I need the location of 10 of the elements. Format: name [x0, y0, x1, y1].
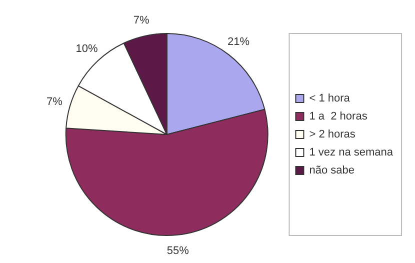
legend-label: < 1 hora	[309, 92, 351, 105]
data-label: 21%	[228, 36, 250, 48]
data-label: 10%	[76, 43, 98, 56]
data-label: 55%	[166, 245, 190, 258]
legend-label: > 2 horas	[309, 128, 356, 141]
legend-label: não sabe	[309, 164, 354, 177]
data-label: 7%	[133, 14, 150, 26]
data-label: 7%	[46, 96, 63, 108]
legend-label: 1 vez na semana	[309, 146, 394, 159]
legend-label: 1 a 2 horas	[309, 110, 368, 123]
